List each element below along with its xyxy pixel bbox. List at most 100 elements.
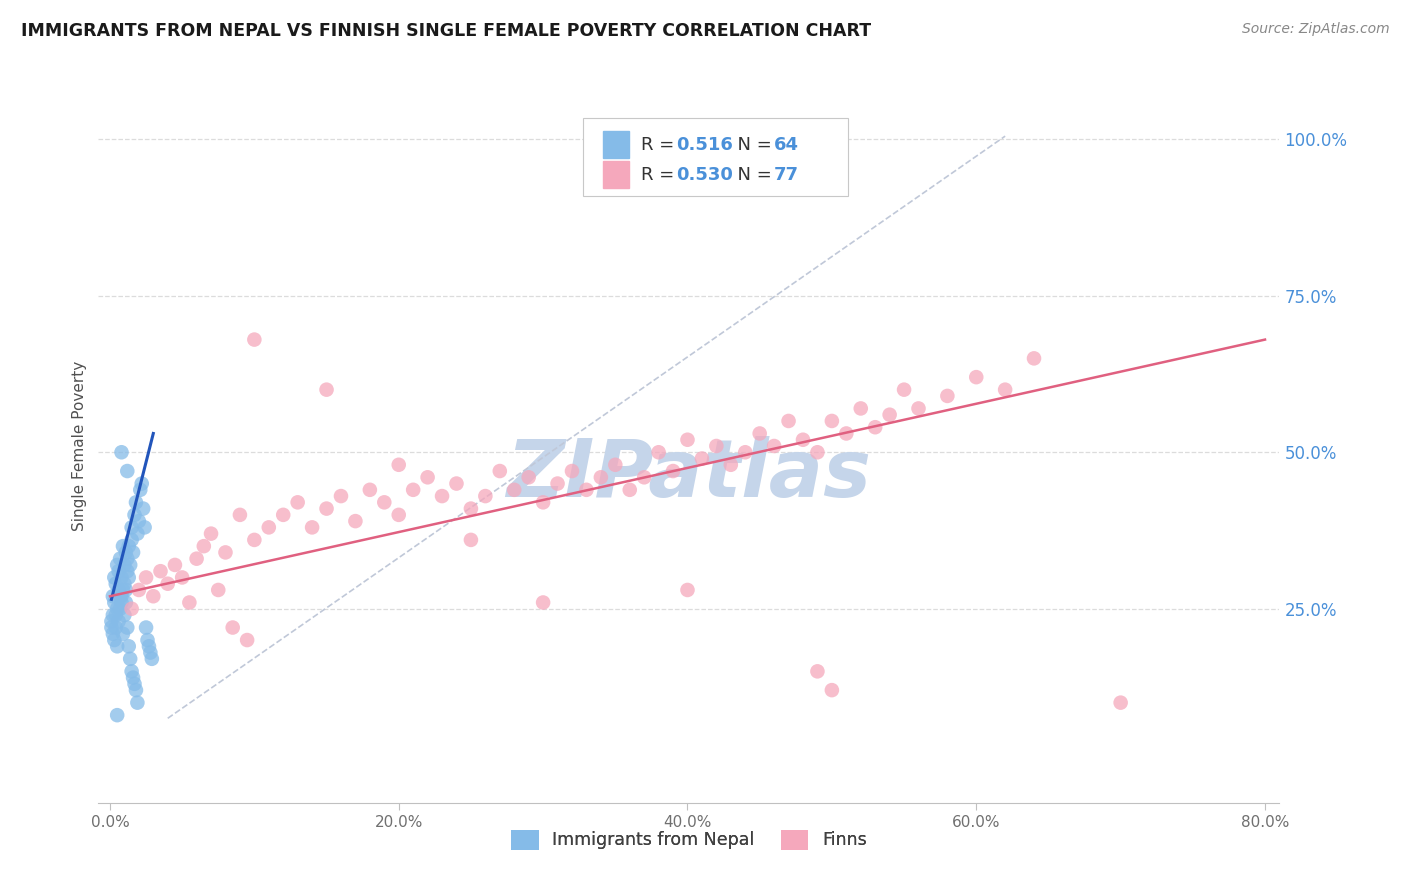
Point (115, 595, 138, 609)
Point (330, 489, 353, 503)
Point (647, 445, 669, 459)
Point (1022, 351, 1045, 366)
Point (132, 501, 155, 516)
Text: 77: 77 (773, 166, 799, 184)
Point (121, 601, 143, 615)
Point (676, 433, 699, 447)
Point (287, 495, 309, 509)
Point (301, 520, 323, 534)
Point (806, 445, 828, 459)
Point (115, 582, 138, 597)
Point (117, 621, 139, 635)
Text: R =: R = (641, 166, 679, 184)
Point (619, 483, 641, 497)
Point (110, 589, 132, 603)
Point (359, 483, 381, 497)
Point (706, 439, 728, 453)
Point (112, 607, 135, 622)
Point (243, 533, 266, 547)
Point (214, 545, 236, 559)
Point (127, 696, 149, 710)
Point (104, 607, 127, 622)
Point (118, 570, 141, 584)
Text: ZIPatlas: ZIPatlas (506, 435, 872, 514)
Point (117, 464, 139, 478)
Point (531, 595, 554, 609)
Point (142, 589, 165, 603)
Point (107, 564, 129, 578)
Point (112, 576, 135, 591)
Point (315, 383, 337, 397)
Point (763, 439, 786, 453)
Point (315, 501, 337, 516)
Point (388, 458, 411, 472)
Point (122, 671, 145, 685)
Point (141, 652, 163, 666)
Point (124, 508, 146, 522)
Point (575, 483, 598, 497)
Point (503, 483, 526, 497)
Point (149, 564, 172, 578)
Point (108, 601, 131, 615)
Point (936, 389, 959, 403)
Point (257, 520, 280, 534)
Point (108, 589, 131, 603)
Point (236, 633, 259, 648)
Point (115, 545, 138, 559)
Point (605, 458, 627, 472)
Point (131, 476, 153, 491)
Y-axis label: Single Female Poverty: Single Female Poverty (72, 361, 87, 531)
Point (200, 526, 222, 541)
Point (107, 614, 129, 628)
Point (111, 539, 134, 553)
Point (103, 595, 125, 609)
Point (136, 633, 159, 648)
Point (460, 533, 482, 547)
Text: 0.516: 0.516 (676, 136, 733, 153)
Point (676, 582, 699, 597)
Point (105, 640, 128, 654)
Point (965, 370, 987, 384)
Point (561, 464, 583, 478)
Point (207, 582, 229, 597)
Point (720, 458, 742, 472)
Point (117, 551, 139, 566)
Point (1109, 696, 1132, 710)
Point (430, 489, 453, 503)
Point (129, 483, 152, 497)
Point (474, 489, 496, 503)
Point (103, 570, 125, 584)
Point (517, 470, 540, 484)
Point (835, 426, 858, 441)
Point (105, 601, 128, 615)
Point (229, 508, 252, 522)
Point (110, 445, 132, 459)
Point (460, 501, 482, 516)
Text: N =: N = (725, 136, 778, 153)
Point (222, 621, 245, 635)
Point (821, 414, 844, 428)
Point (110, 595, 132, 609)
Point (778, 414, 800, 428)
Point (108, 551, 131, 566)
Point (124, 677, 146, 691)
Point (488, 464, 510, 478)
Point (994, 383, 1017, 397)
Point (103, 633, 125, 648)
Bar (603, 161, 628, 188)
Point (100, 614, 122, 628)
Point (105, 708, 128, 723)
Point (111, 627, 134, 641)
FancyBboxPatch shape (582, 118, 848, 196)
Point (863, 420, 886, 434)
Text: 64: 64 (773, 136, 799, 153)
Point (589, 470, 612, 484)
Point (402, 483, 425, 497)
Point (821, 683, 844, 698)
Point (193, 539, 215, 553)
Text: IMMIGRANTS FROM NEPAL VS FINNISH SINGLE FEMALE POVERTY CORRELATION CHART: IMMIGRANTS FROM NEPAL VS FINNISH SINGLE … (21, 22, 872, 40)
Point (111, 582, 134, 597)
Point (163, 558, 186, 572)
Point (110, 570, 132, 584)
Legend: Immigrants from Nepal, Finns: Immigrants from Nepal, Finns (502, 821, 876, 858)
